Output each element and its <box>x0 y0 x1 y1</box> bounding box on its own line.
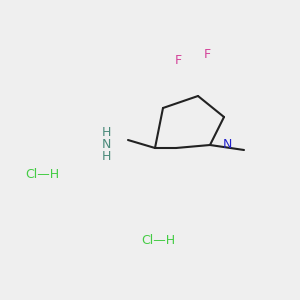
Text: N: N <box>101 139 111 152</box>
Text: H: H <box>101 151 111 164</box>
Text: F: F <box>203 49 211 62</box>
Text: H: H <box>101 127 111 140</box>
Text: Cl—H: Cl—H <box>141 233 175 247</box>
Text: Cl—H: Cl—H <box>25 169 59 182</box>
Text: N: N <box>222 139 232 152</box>
Text: F: F <box>174 53 182 67</box>
